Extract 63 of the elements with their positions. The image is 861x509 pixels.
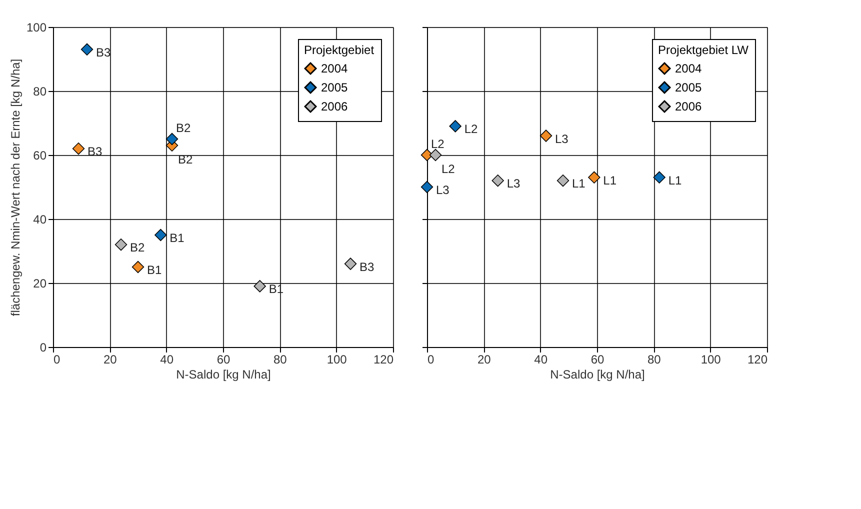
annotation: L2 <box>464 122 478 136</box>
x-tick-label: 60 <box>216 352 230 366</box>
annotation: B3 <box>360 260 375 274</box>
legend-label: 2005 <box>321 80 348 94</box>
annotation: B1 <box>170 231 185 245</box>
annotation: B2 <box>130 240 146 255</box>
y-tick-label: 60 <box>33 148 47 162</box>
x-tick-label: 80 <box>273 352 288 366</box>
annotation: L3 <box>436 183 450 197</box>
x-tick-label: 40 <box>160 352 174 366</box>
point <box>429 148 442 162</box>
x-axis-title: N-Saldo [kg N/ha] <box>176 368 271 382</box>
point <box>344 258 357 270</box>
y-tick-label: 100 <box>26 20 47 34</box>
point <box>556 174 570 187</box>
point <box>540 130 552 142</box>
legend-title: Projektgebiet <box>304 43 375 57</box>
legend-label: 2006 <box>321 100 348 114</box>
x-tick-label: 40 <box>534 352 548 366</box>
legend-title: Projektgebiet LW <box>658 43 750 57</box>
annotation: L3 <box>506 176 521 191</box>
point <box>492 174 504 187</box>
annotation: L2 <box>431 137 445 151</box>
x-axis-title: N-Saldo [kg N/ha] <box>550 368 645 382</box>
x-tick-label: 20 <box>477 352 492 366</box>
legend-label: 2004 <box>321 62 348 76</box>
annotation: B2 <box>176 121 192 135</box>
x-tick-label: 80 <box>647 352 662 366</box>
point <box>653 171 666 184</box>
point <box>154 228 167 242</box>
y-axis-title: flächengew. Nmin-Wert nach der Ernte [kg N/ha] <box>8 58 22 316</box>
x-tick-label: 0 <box>428 352 434 366</box>
legend-label: 2006 <box>675 100 702 114</box>
x-tick-label: 120 <box>373 352 394 366</box>
x-tick-label: 100 <box>326 352 348 366</box>
x-tick-label: 20 <box>103 352 118 366</box>
legend-label: 2005 <box>675 80 702 94</box>
x-tick-label: 60 <box>590 352 604 366</box>
point <box>254 280 266 292</box>
point <box>132 260 144 274</box>
y-tick-label: 80 <box>33 84 47 98</box>
point <box>420 180 434 194</box>
annotation: B1 <box>147 263 162 277</box>
annotation: L2 <box>442 162 456 176</box>
point <box>588 171 600 184</box>
legend-label: 2004 <box>675 62 702 76</box>
x-tick-label: 120 <box>747 352 768 366</box>
point <box>449 120 462 132</box>
annotation: B2 <box>178 152 194 166</box>
y-tick-label: 40 <box>33 212 47 226</box>
annotation: L1 <box>572 176 586 191</box>
x-tick-label: 0 <box>54 352 60 366</box>
y-tick-label: 20 <box>33 276 47 290</box>
point <box>166 132 178 146</box>
x-tick-label: 100 <box>700 352 722 366</box>
annotation: L1 <box>603 173 617 188</box>
y-tick-label: 0 <box>40 340 47 354</box>
annotation: L1 <box>668 173 682 188</box>
annotation: L3 <box>555 132 569 146</box>
point <box>80 43 94 56</box>
point <box>114 238 128 251</box>
point <box>72 142 85 155</box>
annotation: B3 <box>88 144 103 159</box>
